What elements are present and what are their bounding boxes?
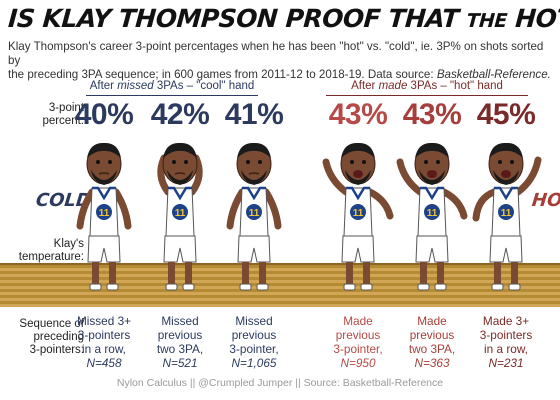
cold-group-header: After missed 3PAs – "cool" hand	[86, 80, 258, 96]
jersey-number: 11	[427, 208, 438, 219]
player-figure-svg: 11	[76, 142, 132, 291]
sample-size: N=950	[340, 356, 376, 370]
hot-group-header: After made 3PAs – "hot" hand	[326, 80, 528, 96]
hot-header-pre: After	[351, 80, 379, 92]
temperature-row-label: Klay's temperature:	[2, 238, 84, 264]
jersey-number: 11	[353, 208, 364, 219]
three-point-percent: 41%	[224, 98, 284, 131]
chart-title: IS KLAY THOMPSON PROOF THAT THE HOT HAND…	[7, 4, 560, 40]
jersey-number: 11	[99, 208, 110, 219]
sample-size: N=521	[162, 356, 198, 370]
percent-label-line-1: 3-point	[48, 102, 84, 114]
hot-header-emph: made	[378, 80, 408, 92]
player-figure-svg: 11	[226, 142, 282, 291]
klay-player-illustration: 11	[62, 140, 146, 300]
hot-header-post: 3PAs – "hot" hand	[407, 80, 503, 92]
jersey-number: 11	[175, 208, 186, 219]
shot-sequence-label: Made previous 3-pointer, N=950	[313, 314, 403, 370]
percent-label-line-2: percent:	[42, 115, 84, 127]
klay-player-illustration: 11	[390, 140, 474, 300]
shot-sequence-label: Missed previous 3-pointer, N=1,065	[209, 314, 299, 370]
player-figure-svg: 11	[322, 142, 394, 291]
sample-size: N=458	[86, 356, 122, 370]
sequence-line: Missed	[235, 314, 273, 328]
three-point-percent: 43%	[402, 98, 462, 131]
sequence-label-line-1: Sequence of	[19, 318, 84, 330]
sample-size: N=231	[488, 356, 524, 370]
klay-player-illustration: 11	[464, 140, 548, 300]
sequence-line: previous	[157, 328, 203, 342]
klay-player-illustration: 11	[316, 140, 400, 300]
player-figure-svg: 11	[157, 142, 203, 291]
percent-row-label: 3-point percent:	[2, 102, 84, 128]
sequence-line: previous	[231, 328, 277, 342]
subtitle-line-2-text: the preceding 3PA sequence; in 600 games…	[8, 68, 437, 81]
cold-header-post: 3PAs – "cool" hand	[153, 80, 255, 92]
footer-credits: Nylon Calculus || @Crumpled Jumper || So…	[116, 377, 444, 389]
title-part-3: HOT HAND EXISTS?	[514, 4, 560, 33]
sequence-line: Missed 3+	[76, 314, 132, 328]
sequence-line: 3-pointers	[77, 328, 131, 342]
three-point-percent: 42%	[150, 98, 210, 131]
jersey-number: 11	[501, 208, 512, 219]
sequence-line: previous	[335, 328, 381, 342]
chart-subtitle: Klay Thompson's career 3-point percentag…	[8, 40, 556, 82]
sequence-label-line-3: 3-pointers:	[29, 344, 84, 356]
sample-size: N=1,065	[231, 356, 277, 370]
three-point-percent: 45%	[476, 98, 536, 131]
sequence-line: two 3PA,	[408, 342, 456, 356]
player-figure-svg: 11	[396, 142, 468, 291]
jersey-number: 11	[249, 208, 260, 219]
sequence-line: 3-pointer,	[229, 342, 279, 356]
sequence-line: Made	[417, 314, 447, 328]
title-part-1: IS KLAY THOMPSON PROOF THAT	[7, 4, 460, 33]
shot-sequence-label: Made 3+ 3-pointers in a row, N=231	[461, 314, 551, 370]
sequence-line: 3-pointers	[479, 328, 533, 342]
temperature-label-line-2: temperature:	[18, 251, 84, 263]
title-part-2: THE	[465, 10, 508, 32]
cold-header-emph: missed	[117, 80, 154, 92]
sequence-line: Missed	[161, 314, 199, 328]
subtitle-line-1: Klay Thompson's career 3-point percentag…	[8, 40, 544, 67]
subtitle-source: Basketball-Reference.	[436, 68, 551, 81]
klay-player-illustration: 11	[138, 140, 222, 300]
temperature-label-line-1: Klay's	[53, 238, 84, 250]
sequence-label-line-2: preceding	[33, 331, 84, 343]
shot-sequence-label: Missed 3+ 3-pointers in a row, N=458	[59, 314, 149, 370]
sequence-line: 3-pointer,	[333, 342, 383, 356]
sequence-row-label: Sequence of preceding 3-pointers:	[2, 318, 84, 357]
klay-player-illustration: 11	[212, 140, 296, 300]
court-baseline	[0, 263, 560, 266]
subtitle-line-2: the preceding 3PA sequence; in 600 games…	[8, 68, 556, 82]
three-point-percent: 43%	[328, 98, 388, 131]
player-figure-svg: 11	[472, 142, 542, 291]
sample-size: N=363	[414, 356, 450, 370]
sequence-line: Made	[343, 314, 373, 328]
cold-header-pre: After	[89, 80, 118, 92]
shot-sequence-label: Made previous two 3PA, N=363	[387, 314, 477, 370]
three-point-percent: 40%	[74, 98, 134, 131]
sequence-line: Made 3+	[482, 314, 530, 328]
sequence-line: in a row,	[484, 342, 528, 356]
shot-sequence-label: Missed previous two 3PA, N=521	[135, 314, 225, 370]
sequence-line: two 3PA,	[156, 342, 204, 356]
sequence-line: in a row,	[82, 342, 126, 356]
sequence-line: previous	[409, 328, 455, 342]
